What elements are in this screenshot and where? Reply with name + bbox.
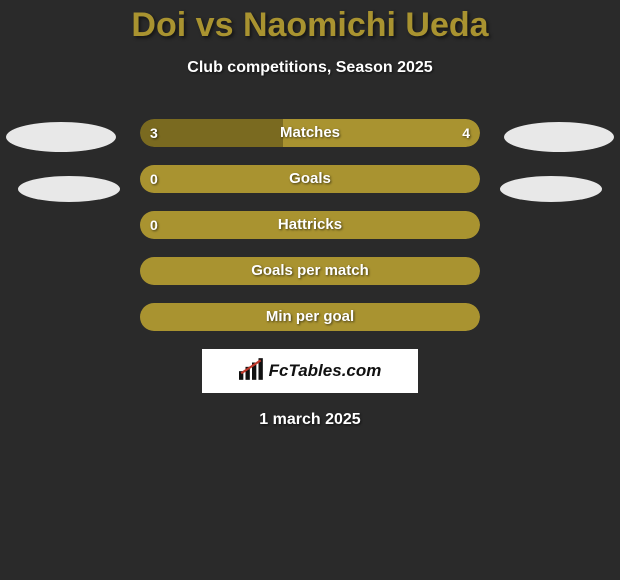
stat-row: Hattricks0 [140, 211, 480, 239]
stat-row: Goals per match [140, 257, 480, 285]
stat-value-left: 0 [150, 165, 158, 193]
player1-name: Doi [131, 6, 186, 44]
player2-avatar [504, 122, 614, 152]
brand-text: FcTables.com [269, 361, 382, 381]
stat-label: Goals per match [140, 257, 480, 285]
stat-label: Matches [140, 119, 480, 147]
page-title: Doi vs Naomichi Ueda [0, 0, 620, 45]
stat-value-left: 0 [150, 211, 158, 239]
stat-rows: Matches34Goals0Hattricks0Goals per match… [140, 119, 480, 331]
player1-avatar [6, 122, 116, 152]
player2-name: Naomichi Ueda [243, 6, 489, 44]
stat-label: Goals [140, 165, 480, 193]
chart-icon [239, 358, 269, 385]
vs-text: vs [196, 6, 234, 44]
stat-row: Goals0 [140, 165, 480, 193]
brand-box: FcTables.com [202, 349, 418, 393]
comparison-infographic: Doi vs Naomichi Ueda Club competitions, … [0, 0, 620, 429]
stat-value-left: 3 [150, 119, 158, 147]
player2-avatar-small [500, 176, 602, 202]
stat-value-right: 4 [462, 119, 470, 147]
date-text: 1 march 2025 [0, 411, 620, 429]
stat-row: Matches3 4 [140, 119, 480, 147]
stat-label: Hattricks [140, 211, 480, 239]
stat-label: Min per goal [140, 303, 480, 331]
stat-row: Min per goal [140, 303, 480, 331]
subtitle: Club competitions, Season 2025 [0, 59, 620, 77]
player1-avatar-small [18, 176, 120, 202]
